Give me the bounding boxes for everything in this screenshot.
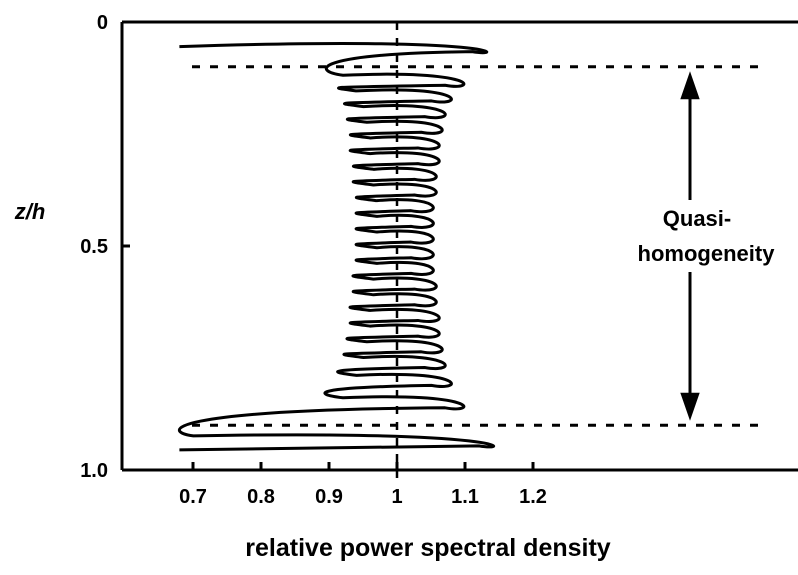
y-axis-label: z/h	[14, 199, 46, 224]
y-tick-label: 0.5	[80, 236, 108, 258]
x-tick-label: 1.1	[451, 486, 479, 508]
homogeneity-arrow	[680, 71, 700, 421]
spectral-density-curve	[177, 42, 496, 452]
annotation-line2: homogeneity	[638, 241, 776, 266]
x-tick-label: 0.9	[315, 486, 343, 508]
x-ticks: 0.7 0.8 0.9 1 1.1 1.2	[179, 462, 547, 508]
x-tick-label: 1.2	[519, 486, 547, 508]
x-tick-label: 0.7	[179, 486, 207, 508]
y-tick-label: 1.0	[80, 460, 108, 482]
x-tick-label: 0.8	[247, 486, 275, 508]
x-axis-label: relative power spectral density	[245, 534, 611, 562]
y-tick-label: 0	[97, 12, 108, 34]
x-tick-label: 1	[391, 486, 402, 508]
annotation-line1: Quasi-	[663, 206, 731, 231]
arrow-head-down	[680, 392, 700, 421]
arrow-head-up	[680, 71, 700, 100]
y-ticks: 0 0.5 1.0	[80, 12, 130, 482]
